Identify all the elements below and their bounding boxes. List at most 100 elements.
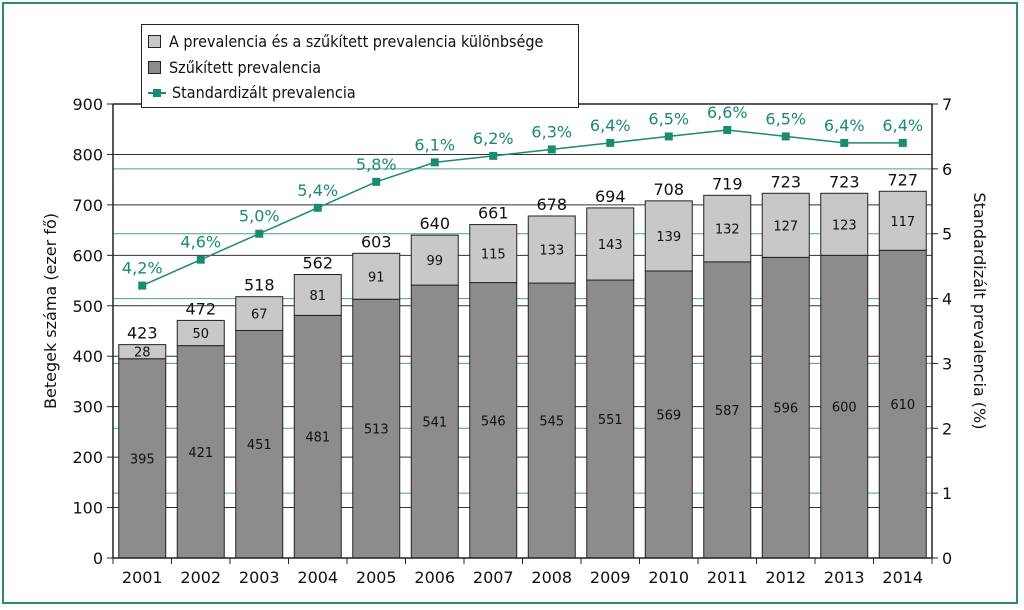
label-narrow-value: 600 — [832, 401, 857, 416]
x-tick-label: 2011 — [707, 568, 748, 587]
bar-difference — [644, 200, 693, 272]
chart-frame — [2, 2, 1018, 604]
label-difference-value: 115 — [481, 248, 506, 263]
bar-difference — [820, 192, 869, 256]
prevalence-point — [313, 203, 322, 212]
label-difference-value: 91 — [368, 270, 385, 285]
prevalence-label: 5,0% — [239, 207, 280, 226]
label-narrow-value: 541 — [422, 416, 447, 431]
label-total-value: 603 — [361, 232, 392, 251]
label-difference-value: 117 — [890, 215, 915, 230]
bar-difference — [703, 194, 752, 263]
bar-narrow — [586, 279, 635, 559]
prevalence-label: 5,8% — [356, 155, 397, 174]
y-tick-label-left: 700 — [72, 196, 103, 215]
bar-difference — [761, 192, 810, 258]
x-tick-label: 2002 — [180, 568, 221, 587]
y-axis-title-left: Betegek száma (ezer fő) — [41, 213, 60, 409]
prevalence-label: 5,4% — [297, 181, 338, 200]
bar-difference — [293, 274, 342, 316]
label-narrow-value: 596 — [773, 402, 798, 417]
x-tick-label: 2012 — [765, 568, 806, 587]
bar-difference — [469, 224, 518, 284]
label-difference-value: 50 — [192, 327, 209, 342]
legend-swatch-dark — [148, 60, 161, 74]
label-total-value: 518 — [244, 276, 275, 295]
label-difference-value: 81 — [309, 289, 326, 304]
prevalence-point — [372, 177, 381, 186]
prevalence-polyline — [141, 129, 903, 287]
label-total-value: 694 — [595, 187, 626, 206]
prevalence-point — [606, 138, 615, 147]
label-total-value: 719 — [712, 174, 743, 193]
y-tick-label-right: 5 — [942, 225, 952, 244]
prevalence-point — [196, 255, 205, 264]
label-narrow-value: 546 — [481, 414, 506, 429]
label-difference-value: 139 — [656, 230, 681, 245]
x-tick-label: 2008 — [531, 568, 572, 587]
bar-difference — [527, 215, 576, 284]
y-tick-label-left: 900 — [72, 95, 103, 114]
legend: A prevalencia és a szűkített prevalencia… — [141, 24, 579, 108]
prevalence-point — [430, 158, 439, 167]
label-total-value: 661 — [478, 204, 509, 223]
prevalence-point — [138, 281, 147, 290]
prevalence-point — [547, 145, 556, 154]
bars — [118, 190, 927, 559]
label-narrow-value: 395 — [130, 452, 155, 467]
bar-narrow — [761, 256, 810, 559]
legend-swatch-light — [148, 34, 161, 48]
prevalence-point — [255, 229, 264, 238]
legend-label-difference: A prevalencia és a szűkített prevalencia… — [169, 31, 544, 51]
label-difference-value: 123 — [832, 218, 857, 233]
y-axis-title-right: Standardizált prevalencia (%) — [970, 193, 989, 430]
label-narrow-value: 513 — [364, 423, 389, 438]
y-tick-label-right: 7 — [942, 95, 952, 114]
prevalence-label: 6,3% — [531, 122, 572, 141]
prevalence-label: 4,2% — [122, 259, 163, 278]
prevalence-label: 6,5% — [648, 109, 689, 128]
label-narrow-value: 551 — [598, 413, 623, 428]
data-labels: 395 28 423 421 50 472 451 67 518 481 81 562 513 91 603… — [127, 170, 918, 467]
label-total-value: 678 — [536, 195, 567, 214]
legend-label-narrow: Szűkített prevalencia — [169, 57, 322, 77]
label-narrow-value: 610 — [890, 398, 915, 413]
bar-narrow — [644, 270, 693, 559]
bar-narrow — [176, 345, 225, 559]
label-narrow-value: 421 — [188, 446, 213, 461]
label-difference-value: 132 — [715, 223, 740, 238]
label-total-value: 423 — [127, 324, 158, 343]
y-tick-label-right: 4 — [942, 290, 952, 309]
label-narrow-value: 569 — [656, 408, 681, 423]
prevalence-label: 6,4% — [824, 116, 865, 135]
label-narrow-value: 451 — [247, 438, 272, 453]
y-tick-label-left: 0 — [93, 549, 103, 568]
prevalence-label: 6,2% — [473, 129, 514, 148]
x-tick-label: 2007 — [473, 568, 514, 587]
prevalence-label: 6,5% — [765, 109, 806, 128]
y-tick-label-left: 800 — [72, 145, 103, 164]
x-tick-label: 2001 — [122, 568, 163, 587]
y-tick-label-right: 1 — [942, 484, 952, 503]
label-difference-value: 99 — [426, 254, 443, 269]
label-difference-value: 67 — [251, 308, 268, 323]
y-tick-label-left: 100 — [72, 499, 103, 518]
label-difference-value: 127 — [773, 219, 798, 234]
prevalence-label: 6,6% — [707, 103, 748, 122]
bar-difference — [352, 252, 401, 300]
y-tick-label-right: 6 — [942, 160, 952, 179]
x-tick-label: 2009 — [590, 568, 631, 587]
label-total-value: 472 — [185, 299, 216, 318]
legend-line-icon — [148, 86, 166, 99]
prevalence-point — [664, 132, 673, 141]
label-narrow-value: 587 — [715, 404, 740, 419]
prevalence-label: 6,4% — [590, 116, 631, 135]
x-tick-label: 2006 — [414, 568, 455, 587]
y-tick-label-left: 300 — [72, 398, 103, 417]
label-narrow-value: 481 — [305, 431, 330, 446]
bar-difference — [235, 296, 284, 331]
x-tick-label: 2003 — [239, 568, 280, 587]
bar-narrow — [410, 284, 459, 559]
axes: 2001 2002 2003 2004 2005 2006 2007 2008 2009 2010… — [41, 95, 989, 587]
